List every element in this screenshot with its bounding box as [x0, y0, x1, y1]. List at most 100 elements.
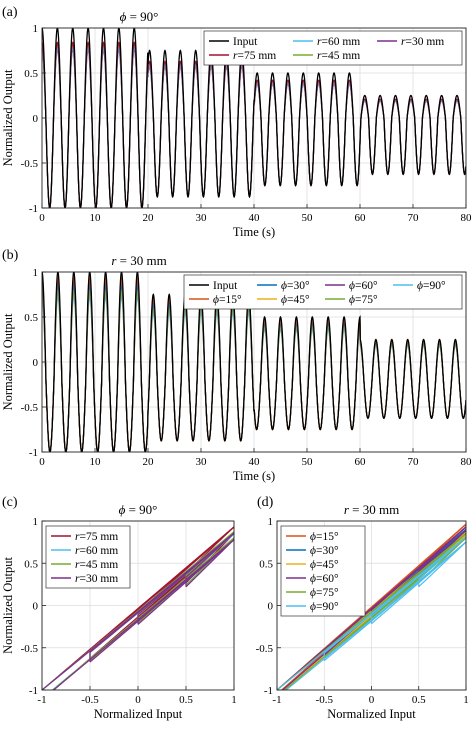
chart-title-value: = 30 mm — [349, 502, 399, 517]
legend-label: ϕ=45° — [310, 559, 339, 571]
panel-label: (a) — [2, 5, 18, 20]
legend-label: ϕ=90° — [310, 601, 339, 613]
legend-label: ϕ=90° — [417, 280, 446, 292]
x-tick-label: 10 — [90, 456, 102, 468]
legend-label-symbol: r — [75, 573, 80, 585]
legend-label: r=60 mm — [75, 545, 118, 557]
legend-label-symbol: ϕ — [310, 587, 316, 599]
legend-label: ϕ=60° — [349, 280, 378, 292]
x-tick-label: 20 — [143, 212, 155, 224]
legend-label: ϕ=30° — [281, 280, 310, 292]
x-tick-label: 0 — [39, 212, 45, 224]
x-tick-label: 0.5 — [179, 694, 193, 706]
legend-label-value: =30 mm — [405, 36, 444, 48]
legend-label: r=45 mm — [317, 50, 360, 62]
x-tick-label: 50 — [302, 212, 314, 224]
legend-label-value: =60° — [316, 573, 339, 585]
legend-label: r=30 mm — [401, 36, 444, 48]
y-tick-label: -1 — [29, 447, 38, 459]
y-tick-label: 1 — [33, 516, 39, 528]
series-loop-falling — [418, 526, 466, 571]
y-tick-label: -1 — [29, 203, 38, 215]
x-tick-label: 50 — [302, 456, 314, 468]
series-loop-rising — [185, 539, 234, 588]
legend-label-symbol: ϕ — [417, 280, 423, 292]
x-axis-label: Normalized Input — [327, 707, 416, 721]
series-group — [42, 272, 466, 452]
y-tick-label: -0.5 — [21, 158, 39, 170]
legend-label-value: =45 mm — [321, 50, 360, 62]
panel-label: (b) — [2, 248, 19, 263]
legend-label-value: =30° — [287, 280, 310, 292]
legend-box — [203, 30, 463, 66]
legend-label-symbol: r — [317, 36, 322, 48]
x-tick-label: -1 — [37, 694, 46, 706]
legend-label: r=75 mm — [233, 50, 276, 62]
series-group — [42, 28, 466, 208]
panel-1: 0 10 20 30 40 50 60 70 80 -1 -0.5 0 0.5 1 Time (s) Norm… — [1, 248, 472, 483]
x-tick-label: 40 — [249, 212, 261, 224]
chart-title: ϕ = 90° — [119, 502, 158, 517]
x-tick-label: 70 — [408, 456, 420, 468]
y-axis-label: Normalized Output — [1, 313, 15, 410]
x-tick-label: 20 — [143, 456, 155, 468]
legend-label-value: =75° — [355, 294, 378, 306]
y-tick-label: 0 — [33, 113, 39, 125]
legend-box — [183, 274, 463, 310]
legend-label-value: =75° — [316, 587, 339, 599]
chart-title-symbol: r — [344, 502, 350, 517]
x-tick-label: 70 — [408, 212, 420, 224]
x-tick-label: 0 — [39, 456, 45, 468]
legend-label: ϕ=30° — [310, 545, 339, 557]
series-group — [277, 523, 466, 690]
legend-label-symbol: ϕ — [310, 531, 316, 543]
series-group — [42, 526, 234, 690]
x-tick-label: 30 — [196, 212, 208, 224]
legend-label-value: =15° — [219, 294, 242, 306]
x-tick-label: 80 — [461, 212, 473, 224]
y-tick-label: 0 — [268, 601, 274, 613]
x-tick-label: 0 — [135, 694, 141, 706]
chart-title-symbol: ϕ — [119, 502, 126, 517]
y-tick-label: -1 — [264, 685, 273, 697]
x-tick-label: 40 — [249, 456, 261, 468]
legend-label: ϕ=15° — [213, 294, 242, 306]
legend-label-symbol: r — [401, 36, 406, 48]
x-tick-label: 60 — [355, 456, 367, 468]
legend: ϕ=15°ϕ=30°ϕ=45°ϕ=60°ϕ=75°ϕ=90° — [280, 525, 366, 617]
series-line — [42, 272, 466, 452]
panel-0: 0 10 20 30 40 50 60 70 80 -1 -0.5 0 0.5 1 Time (s) Norm… — [1, 5, 472, 239]
y-tick-label: 0 — [33, 601, 39, 613]
x-axis-label: Time (s) — [233, 469, 275, 483]
legend-label-value: =75 mm — [79, 531, 118, 543]
y-tick-label: -0.5 — [256, 643, 274, 655]
legend-label-symbol: r — [233, 50, 238, 62]
x-tick-label: -1 — [272, 694, 281, 706]
y-tick-label: 1 — [268, 516, 274, 528]
legend-label: r=60 mm — [317, 36, 360, 48]
y-axis-label: Normalized Output — [1, 557, 15, 654]
legend-label-symbol: r — [75, 545, 80, 557]
x-tick-label: -0.5 — [316, 694, 334, 706]
x-tick-label: 1 — [231, 694, 237, 706]
y-tick-label: 1 — [33, 267, 39, 279]
chart-title: ϕ = 90° — [120, 9, 159, 24]
y-tick-label: 0.5 — [24, 558, 38, 570]
y-tick-label: -1 — [29, 685, 38, 697]
legend-label-symbol: r — [75, 559, 80, 571]
legend-label-symbol: ϕ — [310, 601, 316, 613]
legend-box — [280, 525, 366, 617]
legend-label-value: =45 mm — [79, 559, 118, 571]
legend-label: ϕ=45° — [281, 294, 310, 306]
y-tick-label: 0.5 — [259, 558, 273, 570]
legend-label: ϕ=15° — [310, 531, 339, 543]
legend-label-symbol: ϕ — [349, 280, 355, 292]
chart-title: r = 30 mm — [344, 502, 399, 517]
legend: r=75 mmr=60 mmr=45 mmr=30 mm — [45, 525, 131, 589]
panel-label: (d) — [257, 495, 274, 510]
legend-label-symbol: ϕ — [349, 294, 355, 306]
y-tick-label: -0.5 — [21, 402, 39, 414]
panel-label: (c) — [2, 495, 18, 510]
